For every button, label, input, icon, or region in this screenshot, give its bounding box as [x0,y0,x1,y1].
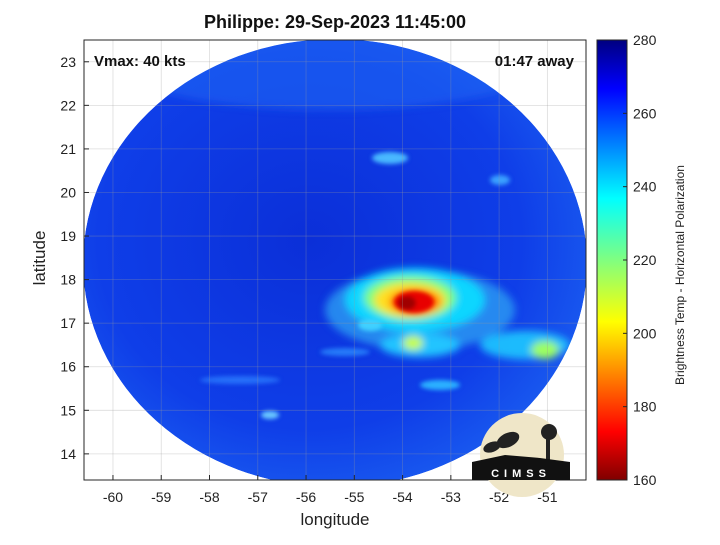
page-title: Philippe: 29-Sep-2023 11:45:00 [203,12,467,32]
tick-marks [84,61,548,480]
y-tick-label: 21 [60,141,76,157]
colorbar-tick-label: 240 [633,179,657,195]
logo-satellite-dish [496,431,520,449]
cloud-west [358,319,382,331]
x-tick-label: -60 [103,489,123,505]
microwave-swath [84,40,586,480]
rainband-south-core [403,336,423,350]
time-away-label: 01:47 away [494,53,574,70]
y-tick-label: 14 [60,446,76,462]
logo-text: CIMSS [491,468,551,480]
y-tick-label: 23 [60,54,76,70]
x-tick-label: -51 [537,489,557,505]
colorbar-tick-label: 180 [633,399,657,415]
x-tick-label: -57 [248,489,268,505]
colorbar-tick-label: 280 [633,32,657,48]
colorbar-tick-label: 220 [633,252,657,268]
cimss-logo: CIMSS [472,413,570,497]
colorbar [596,39,628,481]
x-tick-label: -56 [296,489,316,505]
logo-dish-small [483,441,501,453]
y-tick-label: 17 [60,315,76,331]
cloud-band-center [320,348,370,356]
rainband-east-core [531,341,559,359]
x-tick-label: -58 [199,489,219,505]
vmax-label: Vmax: 40 kts [94,53,186,70]
axes-frame [83,39,587,481]
y-axis-label: latitude [30,230,49,286]
logo-building [472,455,570,480]
y-tick-label: 15 [60,402,76,418]
colorbar-tick-label: 160 [633,472,657,488]
cloud-band-west [200,376,280,384]
colorbar-label: Brightness Temp - Horizontal Polarizatio… [673,165,687,385]
grid-lines [84,40,586,480]
y-tick-label: 20 [60,184,76,200]
y-tick-label: 16 [60,359,76,375]
cloud-northeast [490,175,510,185]
y-tick-label: 18 [60,272,76,288]
colorbar-ticks: 160 180 200 220 240 260 280 [623,32,657,488]
x-tick-label: -59 [151,489,171,505]
cloud-south [420,380,460,390]
y-tick-label: 22 [60,97,76,113]
logo-tower-leg [546,438,550,460]
x-axis-label: longitude [300,510,370,529]
storm-core-dark [398,296,416,310]
colorbar-tick-label: 200 [633,325,657,341]
cloud-north [372,152,408,164]
x-tick-label: -53 [441,489,461,505]
x-tick-label: -54 [392,489,412,505]
x-tick-label: -55 [344,489,364,505]
logo-tower-tank [541,424,557,440]
colorbar-tick-label: 260 [633,105,657,121]
cloud-southwest [261,411,279,419]
y-tick-label: 19 [60,228,76,244]
